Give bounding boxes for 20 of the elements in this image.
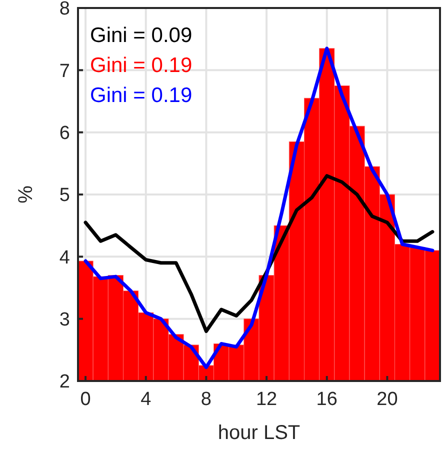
text: Gini = 0.09 [90,24,192,47]
y-tick-label: 2 [59,372,70,393]
text: Gini = 0.19 [90,54,192,77]
y-tick-label: 4 [59,247,70,268]
x-tick-label: 12 [256,389,278,410]
y-tick-label: 7 [59,60,70,82]
x-tick-label: 16 [316,389,338,410]
y-tick-label: 5 [59,185,70,206]
line-series [84,46,434,370]
x-tick-label: 4 [140,389,152,410]
y-tick-label: 6 [59,122,70,144]
line-series [84,174,434,334]
y-tick-label: 8 [59,0,70,20]
x-tick-label: 8 [200,389,212,410]
text: Gini = 0.19 [90,84,192,107]
y-axis-title: % [15,185,37,204]
x-tick-label: 20 [376,389,398,410]
x-tick-label: 0 [80,389,91,410]
y-tick-label: 3 [59,309,70,330]
x-axis-title: hour LST [218,422,300,444]
